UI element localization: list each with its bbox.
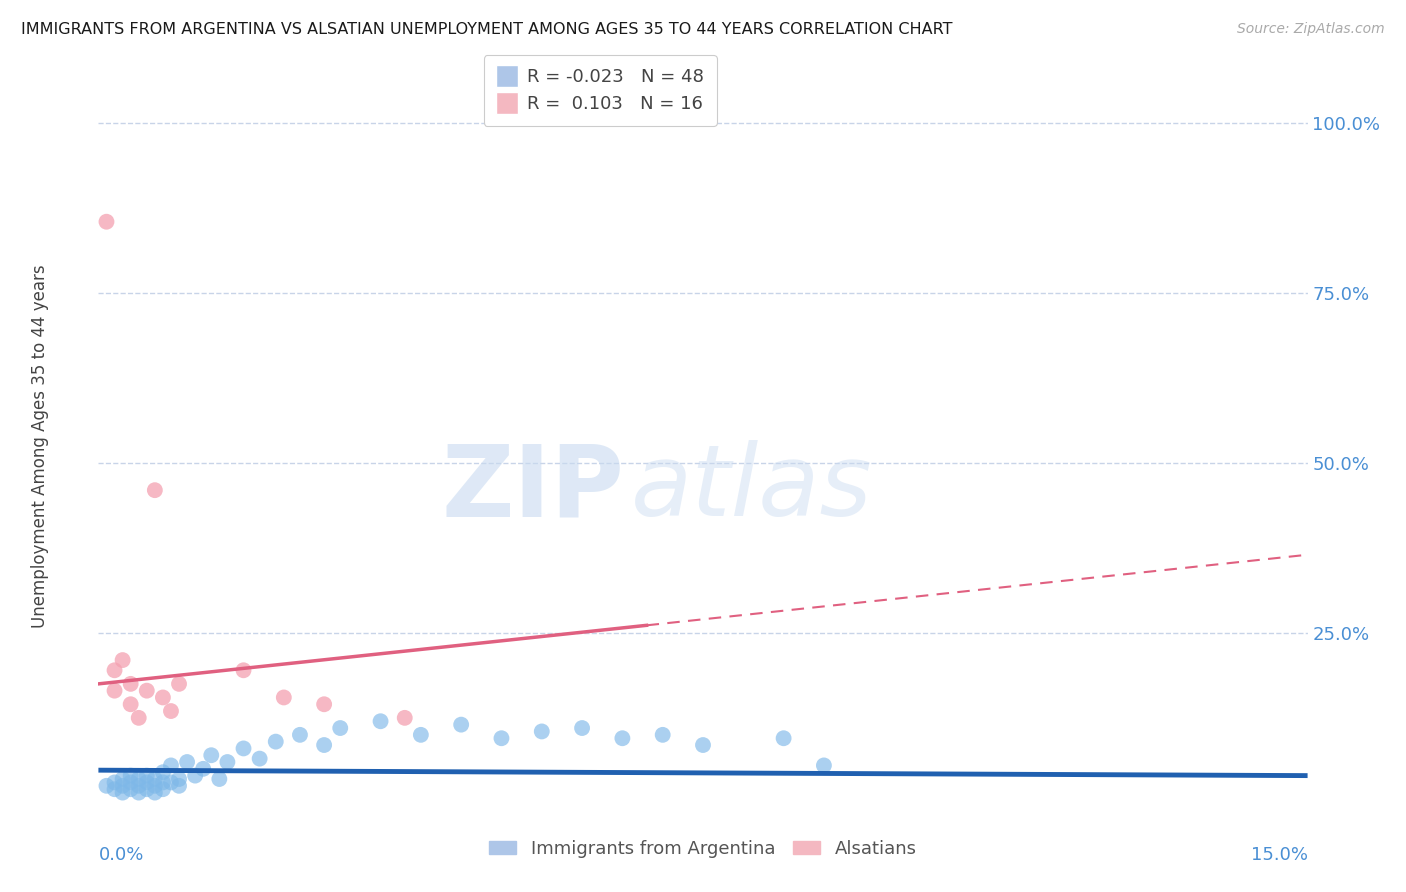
Point (111, 779, 134, 793)
Point (394, 711, 416, 725)
Point (772, 731, 794, 746)
Text: 0.0%: 0.0% (98, 846, 143, 863)
Point (143, 483, 166, 498)
Point (128, 772, 150, 786)
Text: IMMIGRANTS FROM ARGENTINA VS ALSATIAN UNEMPLOYMENT AMONG AGES 35 TO 44 YEARS COR: IMMIGRANTS FROM ARGENTINA VS ALSATIAN UN… (21, 22, 953, 37)
Point (160, 775, 183, 789)
Point (103, 683, 125, 698)
Point (651, 728, 673, 742)
Point (571, 721, 593, 735)
Point (491, 731, 513, 746)
Point (120, 698, 142, 712)
Point (135, 775, 157, 789)
Point (167, 779, 190, 793)
Point (143, 786, 166, 800)
Point (273, 690, 295, 705)
Point (103, 663, 125, 677)
Point (314, 698, 336, 712)
Text: ZIP: ZIP (441, 441, 624, 537)
Text: atlas: atlas (630, 441, 872, 537)
Point (167, 772, 190, 786)
Point (160, 704, 183, 718)
Point (96, 215, 118, 229)
Point (329, 721, 352, 735)
Text: 15.0%: 15.0% (1250, 846, 1308, 863)
Point (314, 738, 336, 752)
Point (103, 775, 125, 789)
Point (208, 772, 231, 786)
Point (111, 786, 134, 800)
Text: Source: ZipAtlas.com: Source: ZipAtlas.com (1237, 22, 1385, 37)
Point (232, 663, 254, 677)
Point (135, 683, 157, 698)
Point (152, 782, 174, 797)
Point (232, 741, 254, 756)
Point (409, 728, 432, 742)
Point (135, 769, 157, 783)
Point (120, 775, 142, 789)
Point (249, 751, 271, 765)
Point (176, 755, 198, 769)
Point (264, 734, 287, 748)
Point (135, 782, 157, 797)
Point (143, 772, 166, 786)
Point (200, 748, 222, 763)
Point (152, 765, 174, 780)
Point (120, 782, 142, 797)
Point (152, 690, 174, 705)
Point (692, 738, 714, 752)
Point (160, 758, 183, 772)
Point (167, 677, 190, 691)
Point (450, 717, 472, 731)
Point (128, 779, 150, 793)
Point (120, 677, 142, 691)
Point (217, 755, 239, 769)
Point (288, 728, 311, 742)
Point (813, 758, 835, 772)
Point (111, 653, 134, 667)
Point (96, 779, 118, 793)
Point (120, 769, 142, 783)
Point (193, 762, 215, 776)
Point (128, 786, 150, 800)
Legend: Immigrants from Argentina, Alsatians: Immigrants from Argentina, Alsatians (482, 833, 924, 865)
Point (530, 724, 553, 739)
Point (184, 769, 207, 783)
Point (143, 779, 166, 793)
Point (152, 775, 174, 789)
Text: Unemployment Among Ages 35 to 44 years: Unemployment Among Ages 35 to 44 years (31, 264, 49, 628)
Point (128, 711, 150, 725)
Point (612, 731, 634, 746)
Point (370, 714, 392, 729)
Point (111, 772, 134, 786)
Point (103, 782, 125, 797)
